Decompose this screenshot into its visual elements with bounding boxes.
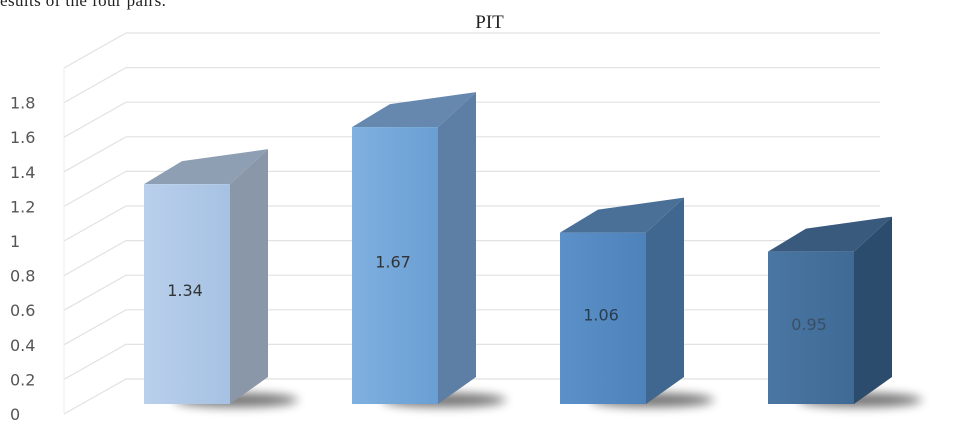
y-tick-label: 0 — [10, 405, 20, 424]
y-tick-label: 0.2 — [10, 370, 35, 389]
data-label: 1.67 — [375, 253, 411, 272]
gridline — [63, 101, 880, 138]
bar-front-face — [560, 232, 646, 404]
y-tick-label: 0.8 — [10, 267, 35, 286]
bar — [560, 197, 684, 404]
bar-top-face — [560, 197, 684, 233]
bar-side-face — [854, 216, 892, 404]
bar-front-face — [144, 184, 230, 404]
bar-side-face — [230, 149, 268, 404]
bar-top-face — [352, 92, 476, 128]
bar-side-face — [646, 197, 684, 404]
y-tick-label: 1.2 — [10, 197, 35, 216]
y-tick-label: 1.8 — [10, 94, 35, 113]
bar-top-face — [768, 216, 892, 252]
bar-top-face — [144, 149, 268, 185]
gridline — [63, 67, 880, 104]
caption-fragment: esults of the four pairs. — [0, 0, 167, 10]
y-tick-label: 0.4 — [10, 336, 35, 355]
data-label: 1.06 — [583, 305, 619, 324]
gridline — [63, 32, 880, 69]
bar-side-face — [438, 92, 476, 404]
y-tick-label: 1.6 — [10, 128, 35, 147]
y-tick-label: 0.6 — [10, 301, 35, 320]
bar — [144, 149, 268, 404]
gridline — [63, 170, 880, 207]
bars — [144, 92, 892, 404]
bar — [352, 92, 476, 404]
y-tick-label: 1 — [10, 232, 20, 251]
bar-front-face — [352, 127, 438, 404]
data-labels: 1.34 1.67 1.06 0.95 — [167, 253, 827, 334]
bar — [768, 216, 892, 404]
chart-title: PIT — [475, 12, 504, 33]
data-label: 1.34 — [167, 281, 203, 300]
gridlines — [63, 32, 880, 415]
bar-front-face — [768, 251, 854, 404]
data-label: 0.95 — [791, 315, 827, 334]
y-tick-label: 1.4 — [10, 163, 35, 182]
y-axis-ticks: 0 0.2 0.4 0.6 0.8 1 1.2 1.4 1.6 1.8 — [10, 94, 35, 424]
gridline — [63, 136, 880, 173]
